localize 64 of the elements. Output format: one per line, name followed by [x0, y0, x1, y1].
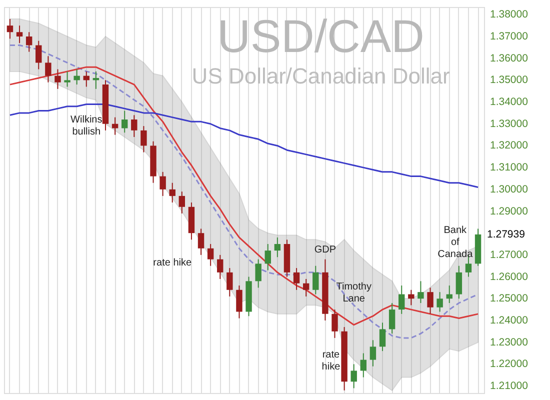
annotation: Timothy Lane — [336, 282, 372, 305]
candlestick — [64, 70, 70, 88]
candlestick — [456, 265, 462, 300]
candlestick — [74, 68, 80, 86]
y-tick-label: 1.27000 — [490, 248, 528, 261]
candlestick — [388, 302, 396, 334]
y-tick-label: 1.29000 — [490, 205, 528, 218]
y-tick-label: 1.31000 — [490, 162, 528, 174]
candlestick — [207, 244, 214, 266]
candlestick — [293, 268, 300, 290]
candlestick — [408, 289, 414, 306]
candlestick — [16, 25, 23, 44]
candlestick — [264, 244, 271, 271]
candlestick — [418, 280, 424, 304]
candlestick — [436, 292, 443, 312]
annotation: Wilkins bullish — [70, 114, 102, 138]
candlestick — [217, 254, 224, 280]
y-tick-label: 1.36000 — [490, 52, 528, 64]
candlestick — [54, 68, 61, 90]
annotation: GDP — [314, 244, 336, 256]
y-tick-label: 1.26000 — [490, 270, 528, 283]
y-tick-label: 1.37000 — [490, 30, 528, 42]
candlestick — [198, 228, 204, 256]
candlestick — [169, 182, 176, 204]
candlestick — [36, 40, 42, 70]
y-tick-label: 1.30000 — [490, 183, 528, 196]
annotation: Bank of Canada — [438, 224, 474, 260]
candlestick — [360, 352, 367, 378]
candlestick — [121, 110, 128, 134]
candlestick — [45, 56, 52, 83]
candlestick — [236, 285, 242, 319]
annotation: rate hike — [153, 258, 192, 269]
candlestick — [255, 258, 262, 288]
candlestick — [427, 287, 434, 314]
y-tick-label: 1.23000 — [490, 336, 528, 348]
candlestick — [398, 285, 405, 314]
line-series — [9, 103, 479, 188]
candlestick — [226, 268, 233, 297]
y-tick-label: 1.34000 — [490, 96, 528, 108]
y-tick-label: 1.25000 — [490, 292, 528, 305]
text: US Dollar/Canadian Dollar — [192, 63, 450, 88]
candlestick — [178, 191, 186, 214]
text: 1.27939 — [487, 228, 526, 240]
candlestick — [160, 171, 166, 196]
candlestick — [26, 32, 32, 52]
candlestick — [312, 265, 319, 295]
candlestick — [332, 309, 338, 338]
candlestick — [6, 18, 14, 40]
y-tick-label: 1.21000 — [490, 380, 528, 392]
candlestick — [140, 126, 147, 153]
candlestick — [302, 278, 310, 297]
candlestick — [379, 322, 386, 352]
y-tick-label: 1.24000 — [490, 314, 528, 326]
chart-title: USD/CAD — [217, 10, 424, 62]
y-tick-label: 1.22000 — [490, 358, 528, 370]
y-tick-label: 1.33000 — [490, 118, 528, 130]
candlestick — [350, 364, 357, 389]
candlestick — [370, 340, 376, 367]
annotation: rate hike — [322, 349, 341, 372]
candlestick — [131, 114, 138, 138]
candlestick — [274, 236, 281, 258]
y-tick-label: 1.38000 — [490, 8, 528, 21]
y-tick-label: 1.35000 — [490, 74, 528, 86]
y-tick-label: 1.32000 — [490, 140, 528, 152]
